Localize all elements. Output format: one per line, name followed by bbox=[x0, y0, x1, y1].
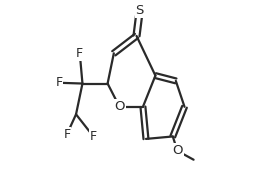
Text: F: F bbox=[90, 130, 97, 143]
Text: F: F bbox=[55, 76, 63, 89]
Text: F: F bbox=[63, 128, 70, 141]
Text: O: O bbox=[172, 144, 183, 157]
Text: O: O bbox=[114, 100, 125, 113]
Text: F: F bbox=[76, 47, 83, 60]
Text: S: S bbox=[136, 4, 144, 17]
